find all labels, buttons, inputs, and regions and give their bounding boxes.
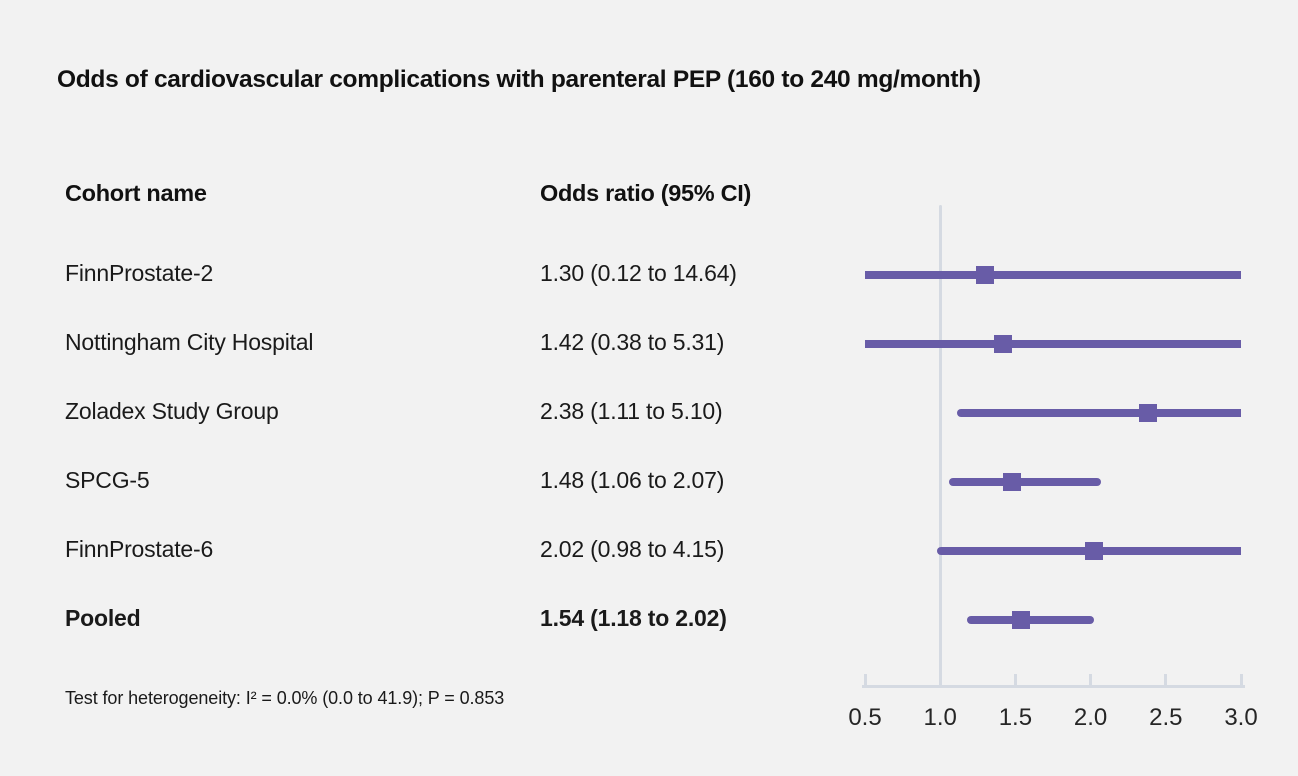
reference-line	[938, 205, 942, 688]
cohort-label: Pooled	[65, 605, 141, 631]
ci-line	[865, 340, 1241, 348]
point-marker	[976, 266, 995, 284]
odds-value: 1.48 (1.06 to 2.07)	[540, 467, 725, 493]
ci-line	[967, 616, 1094, 624]
x-axis-tick-label: 0.5	[848, 704, 882, 731]
column-header-odds: Odds ratio (95% CI)	[540, 180, 752, 206]
ci-line	[949, 478, 1102, 486]
ci-line	[956, 409, 1241, 417]
pooled-marker	[1012, 611, 1031, 629]
x-axis-tick	[938, 674, 942, 685]
x-axis-tick	[1164, 674, 1168, 685]
cohort-label: Zoladex Study Group	[65, 398, 279, 424]
cohort-label: FinnProstate-6	[65, 536, 214, 562]
x-axis-tick-label: 1.5	[998, 704, 1033, 731]
x-axis-tick-label: 2.0	[1073, 704, 1108, 731]
point-marker	[1138, 404, 1157, 422]
heterogeneity-note: Test for heterogeneity: I² = 0.0% (0.0 t…	[65, 688, 505, 708]
x-axis-tick	[1013, 674, 1017, 685]
odds-value: 2.38 (1.11 to 5.10)	[540, 398, 723, 424]
x-axis-tick-label: 2.5	[1149, 704, 1183, 731]
x-axis-tick	[863, 674, 867, 685]
odds-value: 2.02 (0.98 to 4.15)	[540, 536, 725, 562]
column-header-cohort: Cohort name	[65, 180, 207, 206]
x-axis-tick-label: 3.0	[1224, 704, 1258, 731]
odds-value: 1.42 (0.38 to 5.31)	[540, 329, 725, 355]
odds-value: 1.54 (1.18 to 2.02)	[540, 605, 727, 631]
cohort-label: SPCG-5	[65, 467, 150, 493]
cohort-label: FinnProstate-2	[65, 260, 214, 286]
cohort-label: Nottingham City Hospital	[65, 329, 314, 355]
point-marker	[1084, 542, 1103, 560]
ci-line	[865, 271, 1241, 279]
chart-title: Odds of cardiovascular complications wit…	[57, 66, 981, 93]
point-marker	[994, 335, 1013, 353]
point-marker	[1003, 473, 1022, 491]
x-axis-line	[862, 685, 1245, 688]
x-axis-tick	[1089, 674, 1093, 685]
odds-value: 1.30 (0.12 to 14.64)	[540, 260, 737, 286]
x-axis-tick-label: 1.0	[923, 704, 957, 731]
x-axis-tick	[1239, 674, 1243, 685]
